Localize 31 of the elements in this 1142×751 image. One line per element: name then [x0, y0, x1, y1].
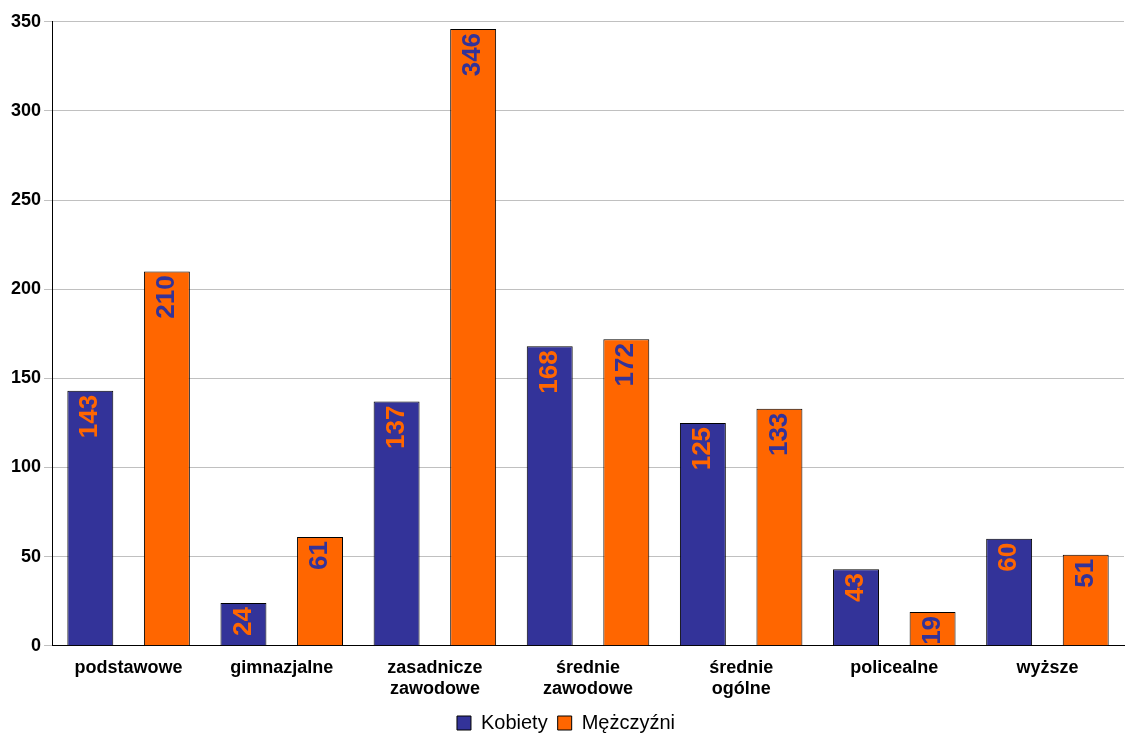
- y-tick-label: 250: [10, 189, 42, 210]
- data-label: 143: [73, 394, 104, 439]
- data-label: 19: [915, 615, 946, 645]
- data-label: 61: [303, 541, 334, 570]
- data-label: 137: [379, 405, 410, 449]
- data-label: 60: [992, 542, 1023, 572]
- x-tick-label: podstawowe: [74, 656, 183, 677]
- data-label: 24: [226, 606, 257, 636]
- x-tick-label: średnie ogólne: [709, 656, 774, 699]
- y-tick-label: 150: [10, 367, 42, 388]
- y-tick-label: 50: [21, 545, 42, 566]
- data-label: 172: [609, 343, 640, 387]
- y-tick-label: 300: [10, 99, 42, 120]
- data-label: 168: [532, 350, 563, 394]
- data-label: 43: [839, 573, 870, 603]
- x-tick-label: średnie zawodowe: [543, 656, 634, 699]
- x-tick-label: policealne: [850, 656, 939, 677]
- y-tick-label: 100: [10, 456, 42, 477]
- data-label: 51: [1068, 558, 1099, 588]
- legend-label: Mężczyźni: [581, 710, 676, 733]
- x-tick-label: zasadnicze zawodowe: [387, 656, 483, 699]
- x-tick-label: wyższe: [1015, 656, 1079, 677]
- y-tick-label: 200: [10, 278, 42, 299]
- x-tick-label: gimnazjalne: [230, 656, 334, 677]
- y-tick-label: 0: [31, 634, 42, 655]
- data-label: 125: [686, 426, 717, 471]
- data-label: 210: [150, 275, 181, 319]
- data-label: 346: [456, 32, 487, 77]
- data-label: 133: [762, 412, 793, 457]
- legend-label: Kobiety: [480, 710, 548, 733]
- y-tick-label: 350: [10, 10, 42, 31]
